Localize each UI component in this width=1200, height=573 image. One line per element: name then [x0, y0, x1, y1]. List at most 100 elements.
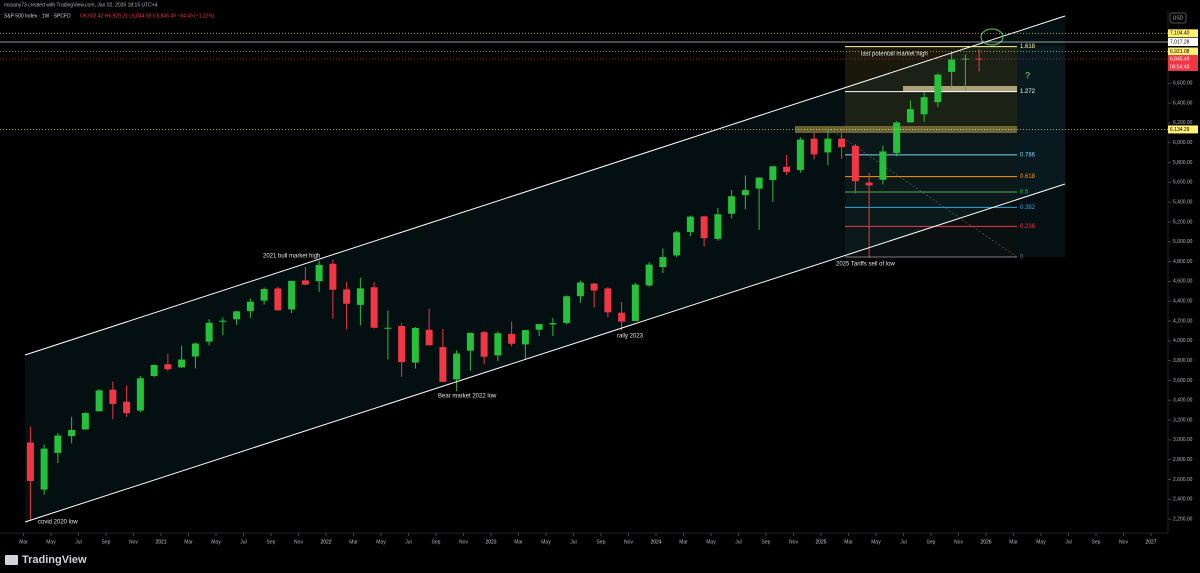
x-tick-label: May: [706, 539, 716, 545]
x-tick-label: May: [211, 539, 221, 545]
candle-body: [233, 311, 241, 320]
candle-body: [164, 364, 172, 370]
candle-body: [288, 280, 296, 310]
candle-body: [728, 196, 736, 214]
candle-body: [535, 324, 543, 330]
x-tick-label: Sep: [267, 539, 276, 545]
candle-body: [136, 378, 144, 411]
x-tick-label: Mar: [349, 539, 358, 545]
candle-body: [315, 264, 323, 282]
x-tick-label: Nov: [294, 539, 303, 545]
y-tick-label: 4,400.00: [1173, 299, 1193, 305]
candle-body: [563, 296, 571, 323]
candle-body: [755, 177, 763, 189]
candle-body: [68, 429, 76, 437]
y-tick-label: 2,200.00: [1173, 516, 1193, 522]
candle-body: [95, 390, 103, 412]
candle-body: [81, 413, 89, 430]
support-zone: [903, 86, 1017, 92]
price-axis: [1168, 0, 1200, 550]
x-tick-label: Sep: [762, 539, 771, 545]
fib-label: 1.272: [1020, 89, 1036, 95]
fib-label: 0.618: [1020, 174, 1036, 180]
price-badge: [1168, 54, 1198, 63]
candle-body: [205, 322, 213, 342]
brand: TradingView: [22, 554, 87, 566]
candle-body: [975, 58, 983, 60]
x-tick-label: Nov: [1119, 539, 1128, 545]
channel-lower: [24, 183, 1066, 523]
x-tick-label: Sep: [432, 539, 441, 545]
currency[interactable]: USD: [1173, 15, 1184, 21]
candle-body: [260, 289, 268, 301]
x-tick-label: May: [46, 539, 56, 545]
candle-body: [796, 139, 804, 171]
candle-body: [343, 289, 351, 304]
currency-box[interactable]: [1169, 12, 1187, 24]
x-tick-label: Mar: [184, 539, 193, 545]
candle-body: [700, 216, 708, 239]
candle-body: [783, 166, 791, 172]
candle-body: [329, 263, 337, 290]
y-tick-label: 5,400.00: [1173, 199, 1193, 205]
y-tick-label: 5,000.00: [1173, 239, 1193, 245]
x-tick-label: Jul: [240, 539, 246, 545]
candle-body: [961, 58, 969, 60]
candle-body: [150, 365, 158, 377]
candle-body: [384, 327, 392, 329]
y-tick-label: 5,600.00: [1173, 180, 1193, 186]
x-tick-label: Sep: [597, 539, 606, 545]
channel-fill: [25, 16, 1065, 522]
candle-body: [838, 138, 846, 148]
brand-logo: [5, 555, 18, 565]
highlight-circle: [980, 28, 1004, 46]
candle-body: [109, 389, 117, 404]
candle-body: [466, 332, 474, 351]
y-tick-label: 3,000.00: [1173, 437, 1193, 443]
y-tick-label: 2,600.00: [1173, 477, 1193, 483]
annotation: covid 2020 low: [38, 520, 78, 526]
candles: [26, 49, 983, 520]
x-tick-label: 2024: [650, 539, 661, 545]
price-badge-label: 6,134.29: [1170, 127, 1190, 133]
y-tick-label: 4,200.00: [1173, 318, 1193, 324]
x-tick-label: 2021: [155, 539, 166, 545]
header: mssany73 created with TradingView.com, J…: [4, 2, 158, 8]
candle-body: [659, 257, 667, 268]
x-tick-label: May: [376, 539, 386, 545]
candle-body: [178, 359, 186, 368]
candle-body: [576, 282, 584, 297]
candle-body: [494, 333, 502, 356]
x-tick-label: Mar: [1009, 539, 1018, 545]
candle-body: [370, 287, 378, 328]
candle-body: [411, 327, 419, 363]
y-tick-label: 3,400.00: [1173, 398, 1193, 404]
x-tick-label: Mar: [19, 539, 28, 545]
y-tick-label: 5,200.00: [1173, 219, 1193, 225]
candle-body: [851, 145, 859, 182]
x-tick-label: 2022: [320, 539, 331, 545]
channel-upper: [24, 15, 1066, 356]
candle-body: [810, 138, 818, 155]
y-tick-label: 2,800.00: [1173, 457, 1193, 463]
candle-body: [425, 329, 433, 346]
candle-body: [54, 435, 62, 453]
x-tick-label: Jul: [735, 539, 741, 545]
quote: O6,902.42 H6,929.21 L6,844.55 C6,845.49 …: [80, 13, 215, 19]
countdown: 06:54:40: [1170, 64, 1190, 70]
candle-body: [604, 288, 612, 313]
y-tick-label: 4,800.00: [1173, 259, 1193, 265]
candle-body: [631, 284, 639, 321]
x-tick-label: Nov: [129, 539, 138, 545]
drawings: covid 2020 low 2021 bull market high Bea…: [24, 15, 1066, 526]
candle-body: [714, 214, 722, 239]
candle-body: [645, 264, 653, 286]
candle-body: [741, 190, 749, 196]
candle-body: [920, 97, 928, 115]
candle-body: [521, 330, 529, 345]
fib-label: 0.236: [1020, 224, 1036, 230]
fib-label: 0.786: [1020, 152, 1036, 158]
y-tick-label: 6,000.00: [1173, 140, 1193, 146]
x-tick-label: Nov: [789, 539, 798, 545]
